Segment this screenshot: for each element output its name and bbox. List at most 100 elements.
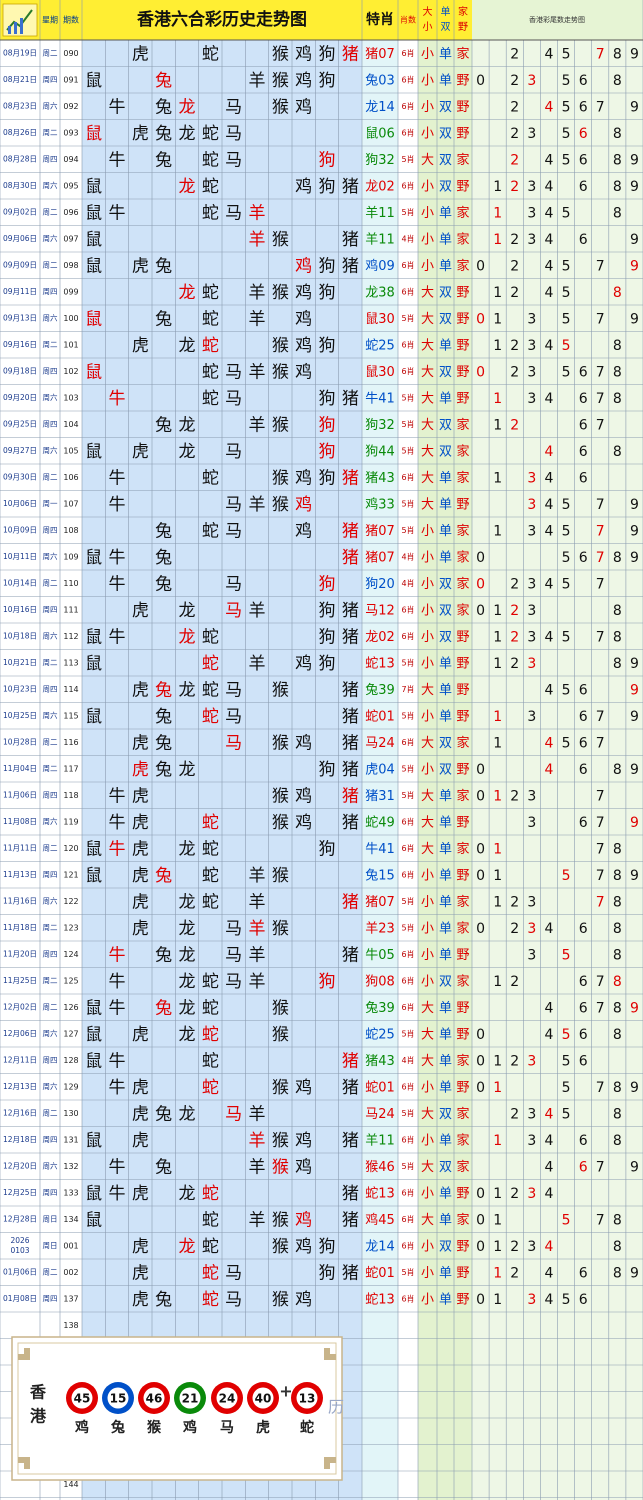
tail-digit: 8 (613, 1133, 622, 1149)
size: 大 (421, 418, 434, 433)
zodiac: 蛇 (202, 283, 219, 303)
zodiac: 虎 (132, 839, 149, 859)
parity: 单 (439, 1054, 452, 1069)
zodiac: 猴 (272, 919, 289, 939)
kind: 野 (456, 391, 469, 406)
zodiac: 马 (225, 203, 242, 223)
special: 龙14 (365, 1239, 395, 1254)
kind: 野 (456, 126, 469, 141)
tail-digit: 9 (630, 656, 639, 672)
zodiac: 龙 (179, 998, 196, 1018)
special: 蛇01 (365, 709, 395, 724)
zodiac: 龙 (179, 760, 196, 780)
tail-digit: 2 (510, 338, 519, 354)
weekday: 周六 (43, 233, 58, 243)
parity: 双 (439, 603, 452, 618)
period: 001 (63, 1241, 78, 1250)
special: 马12 (365, 603, 395, 618)
size-header: 小 (423, 21, 433, 33)
zodiac: 虎 (132, 866, 149, 886)
weekday: 周日 (43, 1214, 58, 1223)
zodiac: 猪 (342, 468, 359, 488)
weekday: 周二 (43, 1002, 58, 1011)
zodiac: 蛇 (202, 124, 219, 144)
zodiac: 龙 (179, 1025, 196, 1045)
tail-digit: 9 (630, 682, 639, 698)
zodiac: 鸡 (295, 468, 312, 488)
size: 小 (421, 630, 434, 645)
ball-number: 46 (146, 1392, 163, 1406)
count: 6肖 (401, 1002, 414, 1012)
tail-digit: 5 (562, 550, 571, 566)
count: 6肖 (401, 48, 414, 58)
weekday: 周二 (43, 976, 58, 985)
zodiac: 虎 (132, 256, 149, 276)
tail-digit: 2 (510, 152, 519, 168)
tail-digit: 5 (562, 1080, 571, 1096)
count: 5肖 (401, 710, 414, 720)
count: 6肖 (401, 737, 414, 747)
tail-digit: 1 (493, 868, 502, 884)
tail-digit: 4 (544, 762, 553, 778)
period: 002 (63, 1268, 78, 1277)
zodiac: 羊 (249, 654, 266, 674)
zodiac: 猪 (342, 1051, 359, 1071)
date: 12月20日 (3, 1161, 37, 1170)
tail-digit: 8 (613, 762, 622, 778)
special: 鼠06 (365, 126, 395, 141)
zodiac: 蛇 (202, 707, 219, 727)
tail-digit: 7 (596, 1080, 605, 1096)
tail-digit: 7 (596, 709, 605, 725)
tail-digit: 5 (562, 46, 571, 62)
weekday: 周四 (43, 525, 58, 534)
weekday: 周六 (43, 551, 58, 561)
special: 蛇25 (365, 1027, 395, 1042)
zodiac: 马 (225, 574, 242, 594)
kind: 野 (456, 762, 469, 777)
zodiac: 蛇 (202, 998, 219, 1018)
zodiac: 猴 (272, 97, 289, 117)
zodiac: 鼠 (85, 124, 102, 144)
size: 小 (421, 656, 434, 671)
zodiac: 蛇 (202, 44, 219, 64)
zodiac: 猪 (342, 230, 359, 250)
size: 小 (421, 895, 434, 910)
special: 羊11 (365, 205, 395, 221)
size: 大 (421, 1027, 434, 1042)
tail-digit: 1 (493, 311, 502, 327)
tail-digit: 3 (527, 126, 536, 142)
zodiac: 猪 (342, 256, 359, 276)
weekday: 周六 (43, 180, 58, 190)
size: 小 (421, 1080, 434, 1095)
ball-face (179, 1387, 201, 1409)
ball-zodiac: 虎 (256, 1419, 270, 1436)
period: 120 (63, 844, 78, 853)
parity: 双 (439, 312, 452, 327)
tail-digit: 3 (527, 311, 536, 327)
ball-number: 13 (299, 1392, 316, 1406)
weekday: 周四 (43, 366, 58, 375)
count: 5肖 (401, 896, 414, 906)
zodiac: 猪 (342, 44, 359, 64)
date: 08月26日 (3, 128, 37, 137)
size: 小 (421, 921, 434, 936)
tail-digit: 6 (579, 815, 588, 831)
tail-digit: 1 (493, 1053, 502, 1069)
tail-digit: 2 (510, 603, 519, 619)
size: 大 (421, 338, 434, 353)
count: 5肖 (401, 498, 414, 508)
parity: 单 (439, 1292, 452, 1307)
special: 牛41 (365, 842, 395, 857)
date: 09月18日 (3, 366, 37, 375)
count: 4肖 (401, 1055, 414, 1065)
kind: 野 (456, 1292, 469, 1307)
special: 兔15 (365, 868, 395, 883)
special: 狗32 (365, 153, 395, 168)
tail-digit: 3 (527, 338, 536, 354)
tail-digit: 6 (579, 232, 588, 248)
date: 10月28日 (3, 737, 37, 746)
kind: 家 (456, 443, 469, 459)
tail-digit: 1 (493, 232, 502, 248)
tail-digit: 6 (579, 709, 588, 725)
tail-digit: 0 (476, 1027, 485, 1043)
